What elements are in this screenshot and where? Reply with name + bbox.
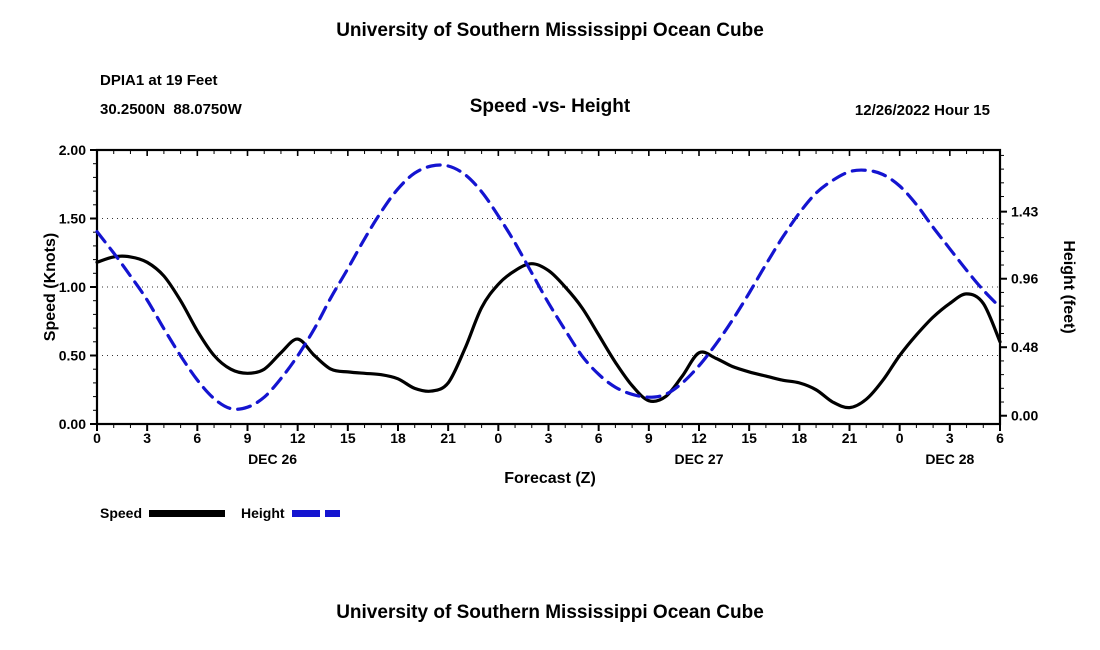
height-curve	[95, 163, 1002, 411]
right-tick-label: 0.00	[1011, 408, 1038, 424]
left-tick-label: 0.00	[59, 416, 86, 432]
day-label: DEC 26	[248, 451, 297, 467]
day-label: DEC 28	[925, 451, 974, 467]
left-tick-label: 1.50	[59, 211, 86, 227]
legend-label-speed: Speed	[100, 505, 143, 521]
plot-subtitle: Speed -vs- Height	[469, 96, 631, 117]
left-tick-label: 1.00	[59, 279, 86, 295]
chart-legend: Speed Height	[100, 505, 340, 521]
x-tick-label: 9	[645, 430, 653, 446]
x-tick-label: 21	[440, 430, 456, 446]
x-tick-label: 6	[193, 430, 201, 446]
station-label: DPIA1 at 19 Feet	[100, 72, 218, 89]
x-tick-label: 15	[340, 430, 356, 446]
right-tick-label: 0.96	[1011, 271, 1038, 287]
x-axis-title: Forecast (Z)	[504, 470, 596, 487]
right-tick-label: 0.48	[1011, 339, 1038, 355]
x-tick-label: 0	[896, 430, 904, 446]
left-tick-label: 2.00	[59, 142, 86, 158]
day-label: DEC 27	[674, 451, 723, 467]
x-tick-label: 6	[595, 430, 603, 446]
x-tick-label: 21	[842, 430, 858, 446]
x-tick-label: 15	[741, 430, 757, 446]
station-coordinates: 30.2500N 88.0750W	[100, 101, 242, 118]
plot-frame	[95, 148, 1002, 426]
x-tick-label: 3	[946, 430, 954, 446]
top-chart-title: University of Southern Mississippi Ocean…	[336, 20, 764, 41]
x-tick-label: 0	[494, 430, 502, 446]
legend-label-height: Height	[241, 505, 285, 521]
legend-swatch-height-line	[291, 509, 340, 517]
right-axis-title: Height (feet)	[1060, 240, 1077, 333]
x-tick-label: 3	[143, 430, 151, 446]
x-tick-label: 18	[390, 430, 406, 446]
plot-area: 0.00 0.50 1.00 1.50 2.00 0.00 0.48 0.96 1.43 0 3 6 9…	[59, 142, 1039, 467]
right-tick-label: 1.43	[1011, 204, 1038, 220]
left-tick-label: 0.50	[59, 348, 86, 364]
left-axis-title: Speed (Knots)	[42, 233, 59, 341]
x-tick-label: 9	[244, 430, 252, 446]
x-tick-label: 3	[545, 430, 553, 446]
x-tick-label: 0	[93, 430, 101, 446]
legend-swatch-speed-line	[149, 509, 226, 517]
x-tick-label: 18	[792, 430, 808, 446]
forecast-datetime: 12/26/2022 Hour 15	[854, 102, 990, 119]
speed-curve	[95, 254, 1002, 410]
x-tick-label: 12	[290, 430, 306, 446]
bottom-chart-title: University of Southern Mississippi Ocean…	[336, 602, 764, 623]
x-tick-label: 6	[996, 430, 1004, 446]
x-tick-label: 12	[691, 430, 707, 446]
